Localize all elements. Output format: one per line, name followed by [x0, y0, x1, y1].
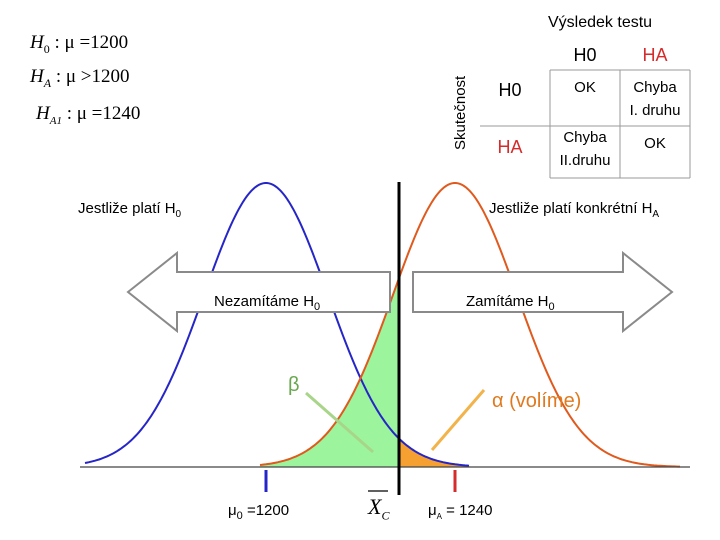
ha-density-curve [259, 182, 680, 468]
reject-region-arrow [412, 250, 674, 334]
table-title: Výsledek testu [548, 14, 653, 31]
decision-table: H0 HA H0 HA OK Chyba I. druhu Chyba II.dru… [480, 44, 690, 180]
mu0-label: μ0 =1200 [228, 502, 290, 522]
h0-density-curve [84, 182, 470, 467]
beta-label: β [288, 374, 300, 396]
cell-type1-error: Chyba I. druhu [629, 79, 681, 119]
accept-region-arrow [126, 250, 391, 334]
critical-value-label: XC [368, 494, 390, 523]
beta-pointer [305, 391, 374, 454]
cell-ok-h0: OK [574, 79, 596, 96]
hypothesis-ha1: HA1 : μ =1240 [36, 103, 141, 127]
alpha-pointer [430, 389, 486, 451]
cell-type2-error: Chyba II.druhu [559, 129, 611, 169]
row-header-h0: H0 [498, 80, 522, 100]
hypothesis-h0: H0 : μ =1200 [30, 32, 129, 56]
ha-distribution-label: Jestliže platí konkrétní HA [489, 200, 660, 220]
hypothesis-ha: HA : μ >1200 [30, 66, 130, 90]
col-header-ha: HA [642, 45, 668, 65]
reject-h0-label: Zamítáme H0 [466, 293, 555, 313]
accept-h0-label: Nezamítáme H0 [214, 293, 321, 313]
alpha-label: α (volíme) [492, 390, 582, 412]
mua-label: μA = 1240 [428, 502, 493, 521]
h0-distribution-label: Jestliže platí H0 [78, 200, 182, 220]
row-header-ha: HA [497, 137, 523, 157]
alpha-region [399, 438, 470, 467]
beta-region [260, 278, 399, 467]
col-header-h0: H0 [573, 45, 597, 65]
cell-ok-ha: OK [644, 135, 666, 152]
